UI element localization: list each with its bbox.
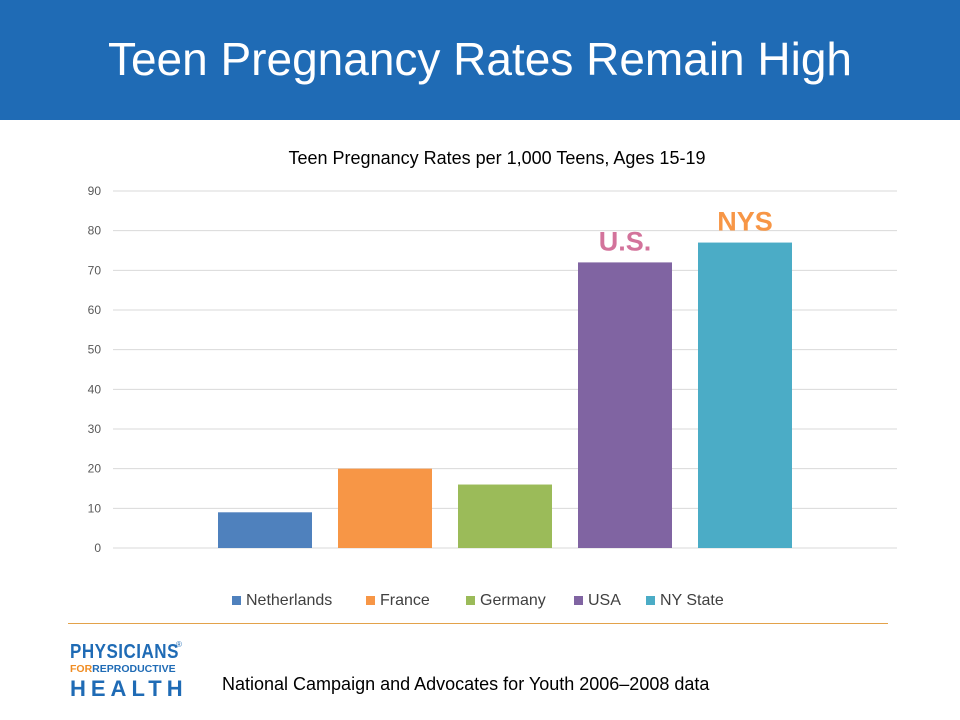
page-title: Teen Pregnancy Rates Remain High bbox=[107, 33, 853, 85]
logo-line-health: HEALTH bbox=[70, 676, 188, 701]
logo-line-reproductive: FORREPRODUCTIVE bbox=[70, 663, 176, 675]
bar-france bbox=[338, 468, 432, 548]
chart-title: Teen Pregnancy Rates per 1,000 Teens, Ag… bbox=[289, 148, 706, 168]
logo-word-reproductive: REPRODUCTIVE bbox=[92, 663, 176, 675]
bar-chart: Teen Pregnancy Rates per 1,000 Teens, Ag… bbox=[88, 148, 897, 609]
legend-swatch bbox=[366, 596, 375, 605]
y-tick-label: 10 bbox=[88, 501, 102, 515]
y-tick-label: 90 bbox=[88, 184, 102, 198]
bar-annotation: NYS bbox=[717, 207, 773, 237]
bar-ny-state bbox=[698, 242, 792, 549]
legend-label: NY State bbox=[660, 592, 724, 609]
physicians-for-reproductive-health-logo: PHYSICIANS FORREPRODUCTIVE HEALTH ® bbox=[70, 640, 190, 704]
y-tick-label: 30 bbox=[88, 422, 102, 436]
legend-swatch bbox=[646, 596, 655, 605]
bar-netherlands bbox=[218, 512, 312, 548]
y-tick-label: 70 bbox=[88, 263, 102, 277]
logo-line-physicians: PHYSICIANS bbox=[70, 640, 179, 663]
legend-label: USA bbox=[588, 592, 621, 609]
y-tick-label: 50 bbox=[88, 343, 102, 357]
y-tick-label: 40 bbox=[88, 382, 102, 396]
logo-word-for: FOR bbox=[70, 663, 93, 675]
bar-germany bbox=[458, 484, 552, 548]
legend-swatch bbox=[466, 596, 475, 605]
legend-swatch bbox=[574, 596, 583, 605]
footer-divider bbox=[68, 623, 888, 624]
y-tick-label: 20 bbox=[88, 462, 102, 476]
legend-label: Netherlands bbox=[246, 592, 332, 609]
legend-label: Germany bbox=[480, 592, 546, 609]
legend-swatch bbox=[232, 596, 241, 605]
y-tick-label: 60 bbox=[88, 303, 102, 317]
bar-usa bbox=[578, 262, 672, 548]
legend-label: France bbox=[380, 592, 430, 609]
y-tick-label: 0 bbox=[94, 541, 101, 555]
y-tick-label: 80 bbox=[88, 224, 102, 238]
source-note: National Campaign and Advocates for Yout… bbox=[222, 674, 710, 694]
bar-annotation: U.S. bbox=[599, 226, 652, 256]
registered-mark: ® bbox=[176, 640, 182, 649]
header-bar: Teen Pregnancy Rates Remain High bbox=[0, 0, 960, 120]
